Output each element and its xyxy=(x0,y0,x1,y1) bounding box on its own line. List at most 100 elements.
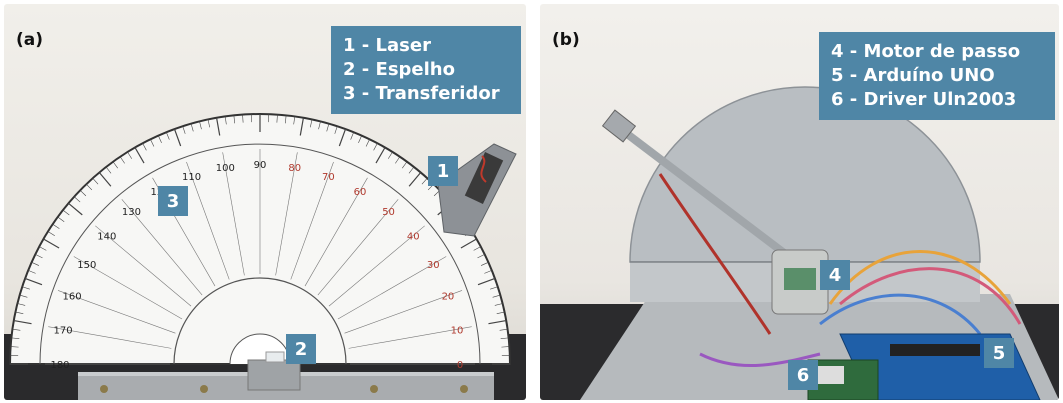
protractor-tick xyxy=(284,115,287,124)
protractor-tick xyxy=(190,123,194,132)
protractor-spoke xyxy=(317,199,399,296)
protractor-tick xyxy=(215,117,221,136)
protractor-tick xyxy=(17,303,26,306)
red-wire xyxy=(658,173,772,335)
protractor-tick-label: 130 xyxy=(122,207,141,218)
protractor-tick xyxy=(334,126,338,134)
arduino-header xyxy=(890,344,980,356)
protractor-tick xyxy=(480,262,489,266)
protractor-spoke xyxy=(275,152,298,276)
protractor-tick xyxy=(299,117,305,136)
motor-label xyxy=(784,268,816,290)
protractor-tick xyxy=(142,143,147,151)
laser-wire xyxy=(480,155,487,183)
protractor-tick xyxy=(15,311,24,314)
protractor-tick xyxy=(477,277,496,286)
protractor-tick xyxy=(74,196,81,203)
protractor-tick-label: 170 xyxy=(53,325,72,336)
protractor-tick xyxy=(31,262,40,266)
protractor-spoke xyxy=(328,225,425,307)
protractor-tick-label: 140 xyxy=(97,231,116,242)
protractor-tick xyxy=(47,231,55,237)
protractor-tick-label: 180 xyxy=(50,360,69,371)
protractor-spoke xyxy=(95,225,192,307)
protractor-tick xyxy=(408,166,415,174)
legend-item-transferidor: 3 - Transferidor xyxy=(343,83,500,104)
marker-3: 3 xyxy=(158,186,188,216)
marker-1: 1 xyxy=(428,156,458,186)
protractor-tick xyxy=(150,139,155,147)
protractor-spoke xyxy=(348,326,472,349)
protractor-tick xyxy=(395,156,401,164)
protractor-spoke xyxy=(186,161,230,280)
legend-item-espelho: 2 - Espelho xyxy=(343,59,455,80)
marker-6: 6 xyxy=(788,360,818,390)
protractor-tick-label: 70 xyxy=(322,172,335,183)
orange-wire xyxy=(828,250,1012,305)
protractor-spoke xyxy=(222,152,245,276)
protractor-spoke xyxy=(121,199,203,296)
protractor-spoke xyxy=(73,256,183,320)
panel-b-legend: 4 - Motor de passo 5 - Arduíno UNO 6 - D… xyxy=(819,32,1055,120)
protractor-tick-label: 10 xyxy=(451,325,464,336)
protractor-tick xyxy=(350,132,354,140)
protractor-tick xyxy=(484,270,492,274)
protractor-tick xyxy=(473,246,481,251)
legend-item-laser: 1 - Laser xyxy=(343,35,431,56)
protractor-tick xyxy=(276,114,278,123)
protractor-tick xyxy=(10,346,19,348)
protractor-spoke xyxy=(304,177,368,287)
marker-4: 4 xyxy=(820,260,850,290)
protractor-tick xyxy=(326,123,330,132)
protractor-tick-label: 160 xyxy=(63,292,82,303)
protractor-outer-ring xyxy=(39,143,481,365)
protractor-tick xyxy=(402,161,408,169)
protractor-tick xyxy=(477,254,485,259)
base-screw xyxy=(460,385,468,393)
protractor-tick xyxy=(496,311,505,314)
protractor-tick xyxy=(105,166,112,174)
protractor-tick xyxy=(387,151,393,159)
protractor-tick-label: 30 xyxy=(427,260,440,271)
protractor-tick xyxy=(86,183,93,191)
protractor-tick-label: 40 xyxy=(407,231,420,242)
panel-a-label: (a) xyxy=(16,30,44,50)
protractor-tick-label: 150 xyxy=(77,260,96,271)
base-screw xyxy=(200,385,208,393)
protractor-tick xyxy=(338,128,347,147)
protractor-tick xyxy=(421,178,428,185)
protractor-tick xyxy=(233,115,236,124)
protractor-tick xyxy=(35,254,43,259)
protractor-tick xyxy=(199,121,202,130)
protractor-tick xyxy=(57,216,65,222)
marker-2: 2 xyxy=(286,334,316,364)
protractor-tick-label: 110 xyxy=(182,172,201,183)
protractor-tick xyxy=(43,238,60,249)
protractor-tick xyxy=(19,294,28,298)
protractor-tick xyxy=(127,151,133,159)
protractor-tick xyxy=(79,190,87,197)
protractor-tick-labels: 0102030405060708090100110120130140150160… xyxy=(50,160,463,371)
base-screw xyxy=(100,385,108,393)
protractor-tick xyxy=(488,319,507,325)
protractor-tick-label: 80 xyxy=(288,163,301,174)
legend-item-motor: 4 - Motor de passo xyxy=(831,41,1021,62)
protractor-tick xyxy=(501,346,510,348)
protractor-tick xyxy=(224,116,227,125)
protractor-tick xyxy=(490,286,498,290)
protractor-tick xyxy=(158,135,162,144)
protractor-tick xyxy=(68,202,83,216)
protractor-tick xyxy=(119,156,125,164)
protractor-tick xyxy=(492,294,501,298)
protractor-tick-label: 0 xyxy=(457,360,463,371)
protractor-tick xyxy=(408,172,422,187)
protractor-tick xyxy=(365,139,370,147)
driver-chip xyxy=(818,366,844,384)
base-screw xyxy=(370,385,378,393)
blue-wire xyxy=(819,293,982,335)
protractor-tick-label: 60 xyxy=(354,187,367,198)
protractor-tick-label: 90 xyxy=(254,160,267,171)
protractor-tick-label: 50 xyxy=(382,207,395,218)
metal-semicircle xyxy=(629,86,981,263)
protractor-tick xyxy=(39,246,47,251)
